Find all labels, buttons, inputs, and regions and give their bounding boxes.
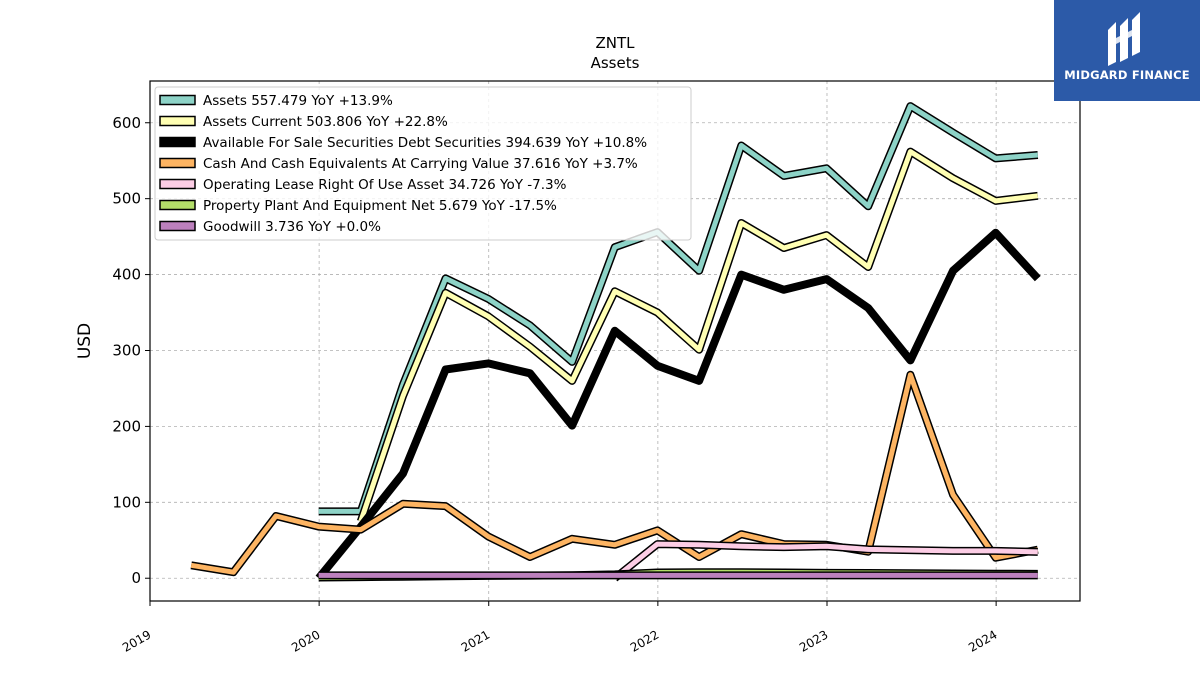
chart-title: ZNTL	[595, 34, 635, 52]
legend-swatch	[159, 94, 196, 106]
y-tick-label: 100	[112, 493, 141, 511]
x-tick-label: 2020	[289, 627, 322, 654]
x-tick-label: 2023	[797, 627, 830, 654]
legend-swatch	[159, 199, 196, 211]
legend-swatch	[159, 136, 196, 148]
y-tick-label: 0	[131, 569, 141, 587]
legend-label: Assets Current 503.806 YoY +22.8%	[203, 114, 448, 130]
y-tick-label: 200	[112, 417, 141, 435]
y-axis: 0 100 200 300 400 500 600	[112, 114, 150, 587]
x-axis: 2019 2020 2021 2022 2023 2024	[120, 601, 1000, 655]
series-layer	[190, 102, 1041, 582]
logo-text: MIDGARD FINANCE	[1064, 68, 1190, 82]
series-line	[613, 541, 1038, 581]
legend-swatch	[159, 115, 196, 127]
series-line	[358, 149, 1039, 523]
chart-subtitle: Assets	[591, 54, 640, 72]
legend: Assets 557.479 YoY +13.9% Assets Current …	[154, 86, 692, 241]
legend-label: Operating Lease Right Of Use Asset 34.72…	[203, 177, 567, 193]
y-tick-label: 600	[112, 114, 141, 132]
plot-frame	[149, 80, 1081, 602]
series-line	[190, 372, 1039, 575]
x-tick-label: 2019	[120, 627, 153, 654]
x-tick-label: 2022	[628, 627, 661, 654]
series-line	[318, 103, 1039, 514]
y-axis-label: USD	[75, 323, 95, 359]
legend-label: Cash And Cash Equivalents At Carrying Va…	[203, 156, 638, 172]
legend-label: Available For Sale Securities Debt Secur…	[203, 135, 647, 151]
logo-mark-icon	[1108, 12, 1140, 66]
y-tick-label: 500	[112, 190, 141, 208]
y-tick-label: 300	[112, 341, 141, 359]
midgard-finance-logo: MIDGARD FINANCE	[1054, 0, 1200, 101]
legend-label: Goodwill 3.736 YoY +0.0%	[203, 219, 381, 235]
legend-swatch	[159, 157, 196, 169]
x-tick-label: 2021	[459, 627, 492, 654]
legend-label: Assets 557.479 YoY +13.9%	[203, 93, 393, 109]
legend-label: Property Plant And Equipment Net 5.679 Y…	[203, 198, 557, 214]
legend-swatch	[159, 178, 196, 190]
legend-swatch	[159, 220, 196, 232]
series-line	[315, 228, 1041, 581]
legend-box	[154, 86, 692, 241]
x-tick-label: 2024	[966, 627, 999, 654]
y-tick-label: 400	[112, 266, 141, 284]
